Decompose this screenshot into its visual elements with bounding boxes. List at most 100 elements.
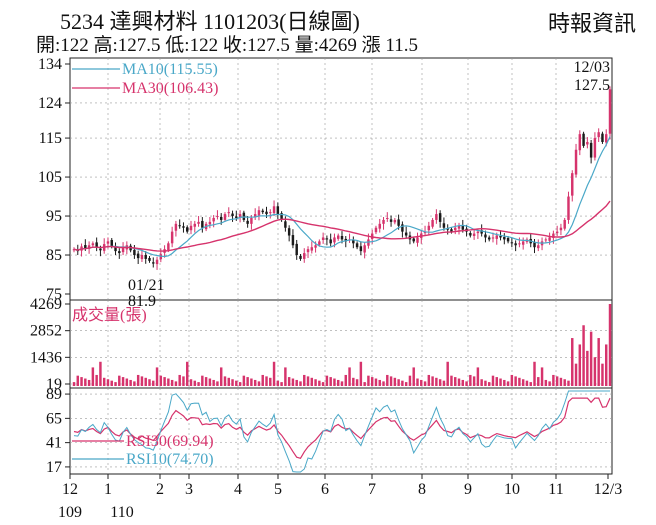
candle-body <box>201 220 204 228</box>
candle-body <box>189 225 193 231</box>
volume-bar <box>272 361 276 386</box>
candle-body <box>435 214 438 220</box>
candle-body <box>563 219 566 229</box>
candle-body <box>186 227 189 232</box>
candle-body <box>533 241 536 248</box>
candle-body <box>87 245 91 249</box>
volume-bar <box>484 380 487 386</box>
candle-body <box>95 242 98 248</box>
candle-body <box>306 249 310 253</box>
volume-bar <box>299 381 302 386</box>
volume-bar <box>295 379 298 386</box>
rsi-tick-label: 89 <box>46 386 62 403</box>
candle-body <box>246 220 249 224</box>
price-tick-label: 105 <box>38 169 62 186</box>
candle-body <box>99 248 102 251</box>
month-label: 8 <box>418 481 426 498</box>
volume-bar <box>442 380 446 386</box>
volume-bar <box>487 382 491 386</box>
candle-body <box>404 232 408 236</box>
volume-bar <box>303 374 306 386</box>
volume-bar <box>544 379 548 386</box>
volume-bar <box>563 379 566 386</box>
candle-body <box>355 243 359 248</box>
annotation-date: 12/03 <box>574 59 610 76</box>
candle-body <box>159 254 163 260</box>
candle-body <box>321 237 325 240</box>
volume-bar <box>555 376 559 386</box>
annotation-value: 81.9 <box>128 293 156 310</box>
volume-bar <box>174 381 178 386</box>
volume-bar <box>310 377 314 386</box>
volume-bar <box>431 376 434 386</box>
volume-bar <box>76 375 80 386</box>
candle-body <box>450 229 453 232</box>
volume-bar <box>136 374 140 386</box>
month-label: 10 <box>504 481 520 498</box>
volume-bar <box>118 375 121 386</box>
candle-body <box>495 235 498 239</box>
volume-bar <box>193 380 197 386</box>
volume-bar <box>219 367 223 386</box>
volume-tick-label: 2852 <box>30 323 62 340</box>
volume-bar <box>242 375 246 386</box>
candle-body <box>472 233 476 236</box>
candle-body <box>571 173 574 196</box>
volume-bar <box>155 367 159 386</box>
volume-bar <box>348 367 351 386</box>
ma10-line <box>73 136 611 258</box>
month-label: 2 <box>156 481 164 498</box>
volume-tick-label: 4269 <box>30 296 62 313</box>
volume-bar <box>159 375 163 386</box>
volume-bar <box>506 381 510 386</box>
candle-body <box>389 219 393 222</box>
candle-body <box>521 241 525 245</box>
candle-body <box>491 237 495 239</box>
volume-bar <box>404 382 408 386</box>
volume-bar <box>204 377 208 386</box>
volume-bar <box>548 381 551 386</box>
volume-bar <box>593 357 597 386</box>
candle-body <box>121 248 125 253</box>
candle-body <box>412 238 415 242</box>
volume-bar <box>367 375 370 386</box>
candle-body <box>140 255 144 260</box>
candle-body <box>514 243 517 246</box>
volume-bar <box>197 382 200 386</box>
volume-bar <box>212 379 215 386</box>
candle-body <box>329 239 332 244</box>
candle-body <box>174 223 178 231</box>
candle-body <box>374 227 378 233</box>
volume-bar <box>491 375 495 386</box>
candle-body <box>431 219 434 227</box>
volume-bar <box>578 344 582 386</box>
rsi-tick-label: 17 <box>46 459 62 476</box>
legend-label: MA10(115.55) <box>122 61 218 78</box>
volume-bar <box>91 367 95 386</box>
candle-body <box>197 221 200 224</box>
volume-bar <box>280 382 283 386</box>
volume-bar <box>152 380 155 386</box>
candle-body <box>314 245 317 248</box>
volume-bar <box>246 377 249 386</box>
volume-bar <box>231 379 234 386</box>
candle-body <box>310 247 314 251</box>
volume-bar <box>106 379 110 386</box>
volume-bar <box>238 382 242 386</box>
candle-body <box>212 217 215 222</box>
candle-body <box>269 212 272 214</box>
volume-bar <box>140 376 144 386</box>
candle-body <box>386 217 389 219</box>
volume-bar <box>408 375 412 386</box>
candle-body <box>457 225 461 229</box>
candle-body <box>118 251 121 254</box>
candle-body <box>110 239 113 247</box>
candle-body <box>499 235 502 238</box>
volume-bar <box>182 376 185 386</box>
volume-bar <box>253 379 257 386</box>
candle-body <box>299 255 302 259</box>
ma30-line <box>73 200 611 252</box>
candle-body <box>178 225 181 227</box>
volume-bar <box>133 381 136 386</box>
